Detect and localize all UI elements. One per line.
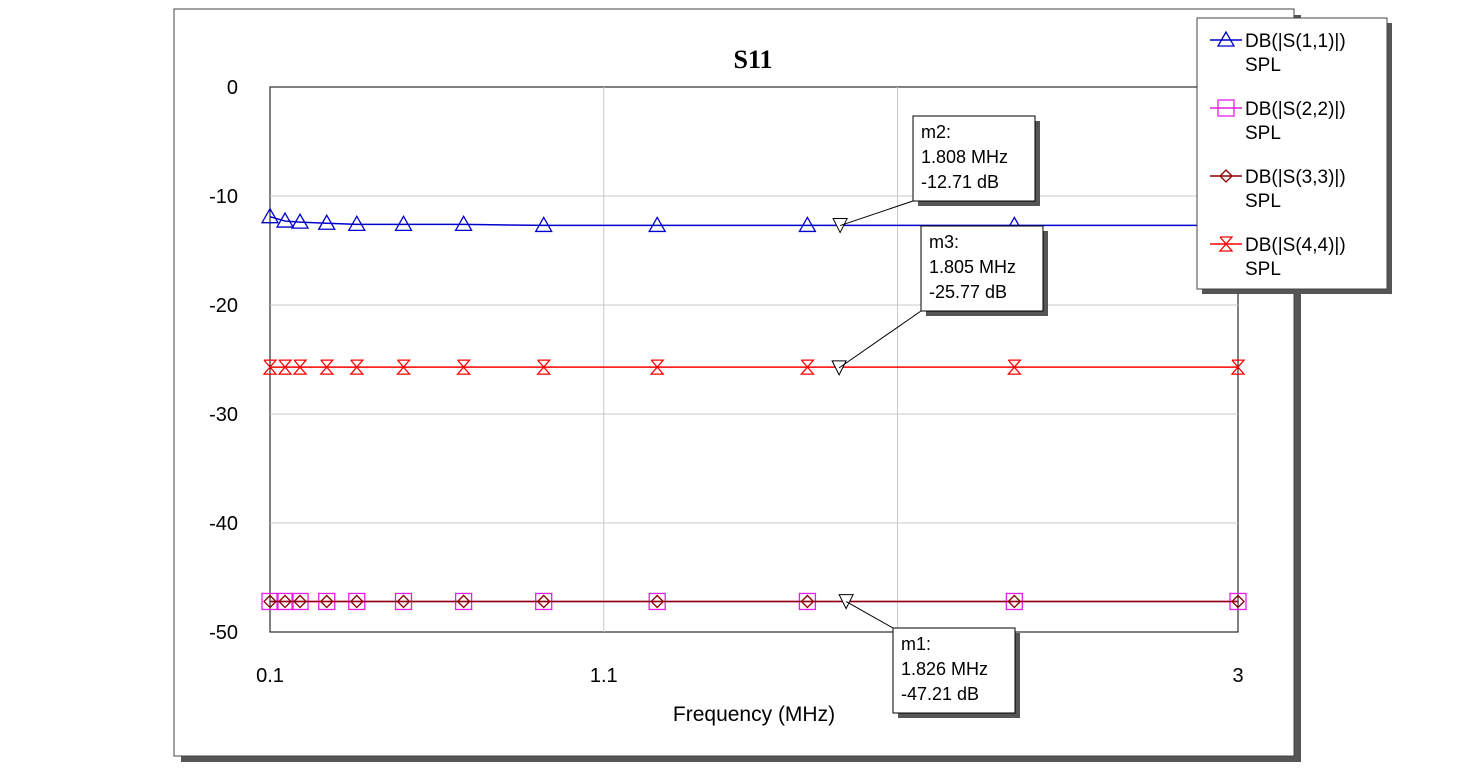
bowtie-marker xyxy=(319,359,335,375)
triangle-marker xyxy=(275,211,295,228)
triangle-marker xyxy=(317,213,336,230)
legend-entry-3: DB(|S(3,3)|) SPL xyxy=(1210,167,1346,212)
x-axis-label: Frequency (MHz) xyxy=(673,703,835,726)
series-3 xyxy=(263,594,1245,609)
plot-area xyxy=(269,86,1239,633)
bowtie-marker xyxy=(1006,359,1022,375)
data-marker-m2: m2: 1.808 MHz -12.71 dB xyxy=(832,115,1040,234)
diamond-marker xyxy=(263,594,277,609)
triangle-marker xyxy=(454,215,473,231)
marker-leader xyxy=(845,601,894,629)
marker-name: m2: xyxy=(921,122,951,142)
diamond-marker xyxy=(319,594,334,609)
marker-leader xyxy=(838,310,922,369)
bowtie-marker xyxy=(649,359,665,375)
diamond-marker xyxy=(650,594,665,609)
bowtie-marker xyxy=(292,359,308,375)
marker-box xyxy=(912,115,1036,202)
marker-frequency: 1.808 MHz xyxy=(921,147,1008,167)
marker-layer: m2: 1.808 MHz -12.71 dB m3: 1.805 MHz -25.77 … xyxy=(831,115,1048,718)
marker-name: m3: xyxy=(929,232,959,252)
diamond-marker xyxy=(396,594,411,609)
legend: DB(|S(1,1)|)SPLDB(|S(2,2)|)SPLDB(|S(3,3)… xyxy=(1196,17,1392,294)
bowtie-marker xyxy=(262,359,278,375)
legend-entry-4: DB(|S(4,4)|) SPL xyxy=(1210,235,1346,280)
bowtie-marker xyxy=(799,359,815,375)
marker-value: -25.77 dB xyxy=(929,282,1007,302)
triangle-marker xyxy=(1216,30,1236,47)
marker-value: -47.21 dB xyxy=(901,684,979,704)
diamond-marker xyxy=(800,594,815,609)
x-tick-label: 1.1 xyxy=(590,665,618,687)
legend-sublabel: SPL xyxy=(1245,123,1281,144)
triangle-marker xyxy=(394,215,413,231)
legend-entry-2: DB(|S(2,2)|) SPL xyxy=(1210,99,1346,144)
triangle-marker xyxy=(798,216,817,233)
y-tick-label: 0 xyxy=(227,77,238,99)
legend-label: DB(|S(1,1)|) xyxy=(1245,31,1346,52)
diamond-marker xyxy=(456,594,471,609)
diamond-marker xyxy=(1231,594,1245,609)
triangle-marker xyxy=(347,215,366,231)
bowtie-marker xyxy=(536,359,552,375)
bowtie-marker xyxy=(349,359,365,375)
legend-label: DB(|S(4,4)|) xyxy=(1245,235,1346,256)
y-tick-label: -40 xyxy=(209,513,238,535)
diamond-marker xyxy=(536,594,551,609)
bowtie-marker xyxy=(277,359,293,375)
legend-entry-1: DB(|S(1,1)|) SPL xyxy=(1210,30,1346,76)
x-tick-label: 0.1 xyxy=(256,665,284,687)
legend-sublabel: SPL xyxy=(1245,55,1281,76)
chart-title: S11 xyxy=(733,45,772,74)
bowtie-marker xyxy=(1230,359,1246,375)
triangle-marker xyxy=(290,212,310,229)
marker-name: m1: xyxy=(901,634,931,654)
legend-sublabel: SPL xyxy=(1245,191,1281,212)
marker-frequency: 1.826 MHz xyxy=(901,659,988,679)
data-marker-m3: m3: 1.805 MHz -25.77 dB xyxy=(831,225,1048,377)
diamond-marker xyxy=(1219,169,1233,183)
triangle-marker xyxy=(534,216,553,233)
x-tick-labels: 0.1 1.1 3 xyxy=(256,665,1243,687)
square-marker xyxy=(1217,99,1235,117)
x-tick-label: 3 xyxy=(1232,665,1243,687)
legend-label: DB(|S(3,3)|) xyxy=(1245,167,1346,188)
y-tick-label: -30 xyxy=(209,404,238,426)
marker-box xyxy=(920,225,1044,312)
triangle-marker xyxy=(648,216,667,233)
bowtie-marker xyxy=(1218,236,1234,252)
diamond-marker xyxy=(1007,594,1022,609)
y-tick-labels: 0 -10 -20 -30 -40 -50 xyxy=(209,77,238,644)
marker-value: -12.71 dB xyxy=(921,172,999,192)
grid-lines xyxy=(270,87,1238,632)
diamond-marker xyxy=(278,594,292,609)
y-tick-label: -10 xyxy=(209,186,238,208)
diamond-marker xyxy=(293,594,307,609)
legend-label: DB(|S(2,2)|) xyxy=(1245,99,1346,120)
legend-sublabel: SPL xyxy=(1245,259,1281,280)
marker-frequency: 1.805 MHz xyxy=(929,257,1016,277)
bowtie-marker xyxy=(456,359,472,375)
diamond-marker xyxy=(349,594,364,609)
bowtie-marker xyxy=(396,359,411,375)
triangle-marker xyxy=(260,207,280,224)
data-marker-m1: m1: 1.826 MHz -47.21 dB xyxy=(838,594,1020,718)
marker-leader xyxy=(839,200,914,227)
y-tick-label: -50 xyxy=(209,622,238,644)
y-tick-label: -20 xyxy=(209,295,238,317)
marker-box xyxy=(892,627,1016,714)
